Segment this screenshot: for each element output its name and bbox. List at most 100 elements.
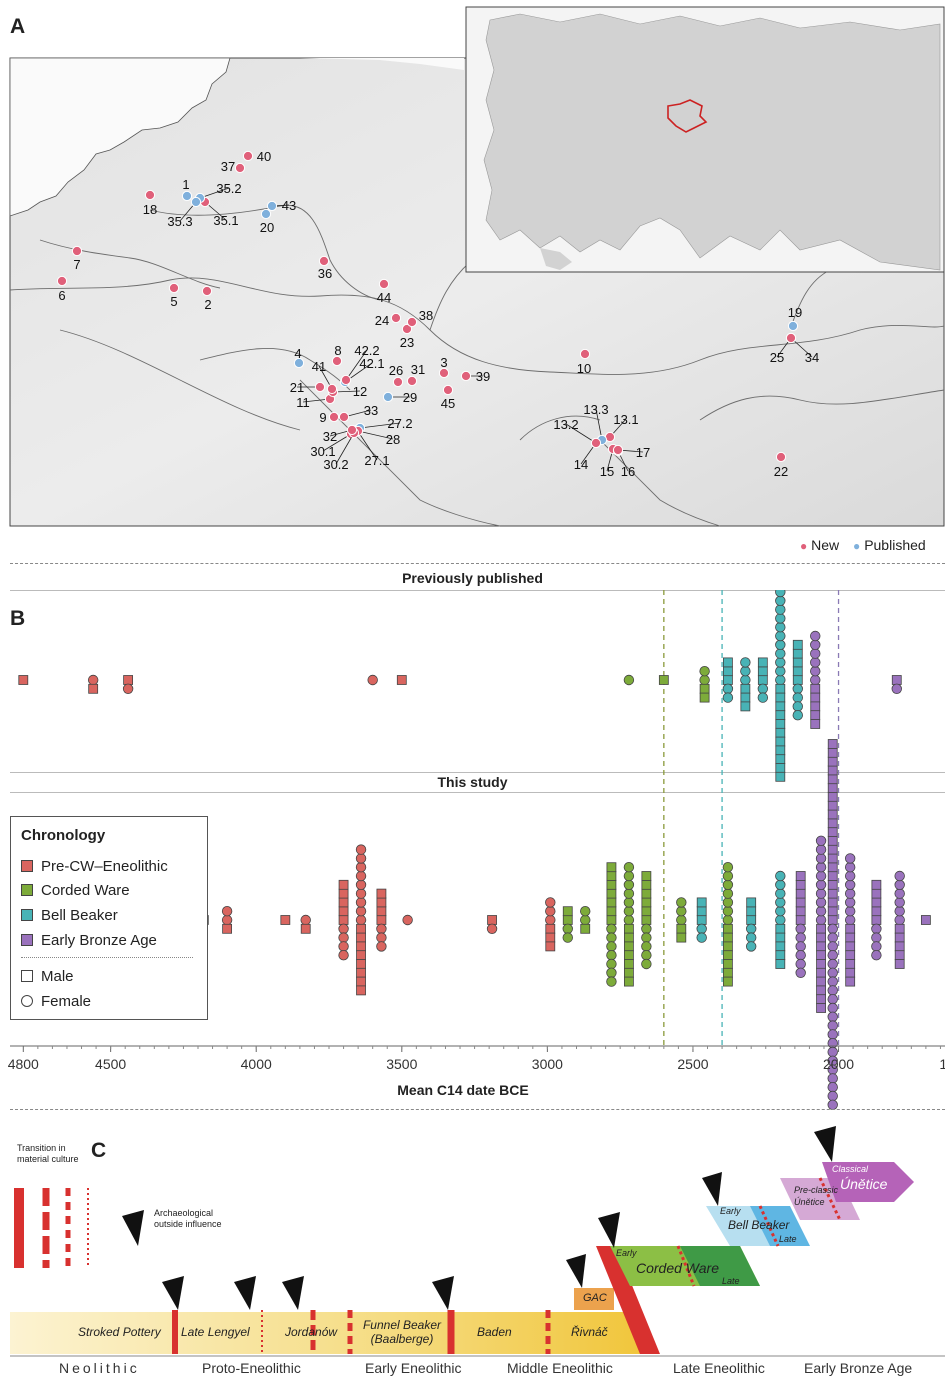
individual-point [356,941,366,952]
site-label: 28 [386,432,400,447]
individual-point [810,692,821,703]
legend-item-female: Female [21,992,91,1010]
site-marker [438,367,450,379]
individual-point [792,701,803,712]
individual-point [827,835,838,846]
individual-point [827,800,838,811]
individual-point [18,675,29,685]
culture-label: Jordanów [285,1325,338,1339]
individual-point [722,976,733,987]
individual-point [827,906,838,917]
individual-point [795,879,806,890]
individual-point [355,853,367,864]
individual-point [545,914,556,926]
individual-point [545,897,556,908]
individual-point [123,675,134,685]
individual-point [844,853,856,864]
site-label: 21 [290,380,304,395]
individual-point [775,648,786,659]
individual-point [792,648,803,659]
individual-point [795,932,806,943]
individual-point [606,897,617,908]
individual-point [810,683,821,694]
individual-point [641,871,652,881]
individual-point [775,674,786,686]
individual-point [376,915,387,925]
individual-point [757,666,768,677]
individual-point [827,985,838,996]
individual-point [641,879,652,890]
legend-published-label: Published [864,537,926,553]
site-marker [390,312,402,324]
site-label: 34 [805,350,819,365]
classical-unetice-label: Únětice [840,1176,888,1192]
individual-point [606,950,617,961]
site-label: 13.3 [583,402,608,417]
site-label: 35.1 [213,213,238,228]
individual-point [722,950,733,961]
individual-point [300,923,311,934]
individual-point [623,914,635,926]
cw-late-label: Late [722,1276,740,1286]
site-label: 12 [353,384,367,399]
individual-point [699,692,710,703]
individual-point [871,915,882,925]
site-label: 27.2 [387,416,412,431]
site-label: 18 [143,202,157,217]
transition-key-label: Transition in material culture [17,1143,79,1164]
site-label: 40 [257,149,271,164]
individual-point [580,914,591,926]
x-tick-label: 4000 [241,1056,272,1072]
individual-point [641,897,652,908]
individual-point [827,915,838,925]
divider [10,792,945,793]
individual-point [815,914,827,926]
individual-point [844,914,856,926]
individual-point [827,862,838,873]
individual-point [792,657,803,668]
individual-point [641,923,652,935]
x-tick-label: 3500 [386,1056,417,1072]
individual-point [745,923,757,935]
individual-point [775,932,786,943]
period-proto-eneolithic: Proto-Eneolithic [202,1360,301,1376]
individual-point [641,906,652,917]
individual-point [624,950,634,961]
individual-point [740,701,751,712]
individual-point [775,754,786,765]
individual-point [641,932,652,943]
individual-point [356,985,366,996]
legend-item-bell-beaker: Bell Beaker [21,906,118,924]
individual-point [740,674,751,686]
individual-point [487,915,497,925]
site-marker [71,245,83,257]
individual-point [355,870,367,882]
individual-point [722,666,733,677]
site-marker [181,190,193,202]
individual-point [338,941,349,952]
individual-point [891,675,902,685]
individual-point [775,719,786,729]
individual-point [810,639,821,651]
individual-point [740,692,751,703]
individual-point [740,665,751,677]
site-label: 6 [58,288,65,303]
individual-point [894,932,905,943]
individual-point [775,595,786,607]
individual-point [792,639,803,650]
individual-point [845,950,856,961]
individual-point [827,994,838,1005]
individual-point [775,590,786,598]
individual-point [699,674,710,686]
individual-point [810,719,821,729]
individual-point [815,835,827,847]
individual-point [816,967,826,978]
site-marker [392,376,404,388]
site-marker [346,424,358,436]
individual-point [696,906,707,917]
individual-point [676,914,687,926]
published-dot-icon: ● [853,539,861,553]
site-marker [382,391,394,403]
individual-point [280,915,291,925]
